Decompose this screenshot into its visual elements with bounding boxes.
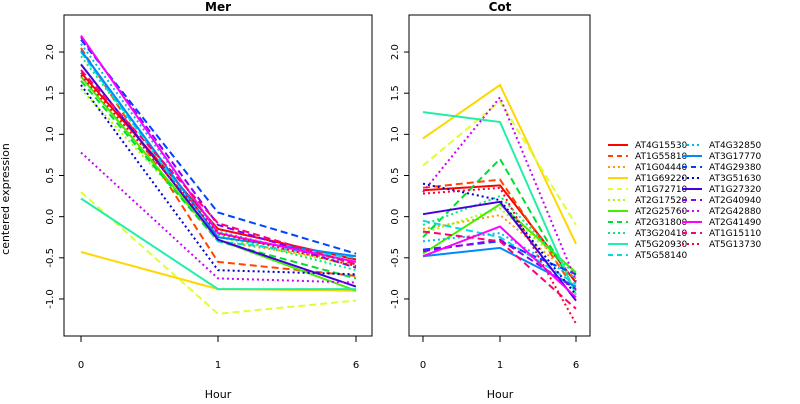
- series-line-mer-AT4G32850: [80, 43, 357, 266]
- x-tick-label-cot-6: 6: [573, 360, 579, 371]
- legend-label-AT1G04440: AT1G04440: [635, 163, 688, 173]
- series-line-mer-AT1G15110: [80, 69, 357, 266]
- panel-mer-title: Mer: [205, 0, 231, 14]
- legend-label-AT5G20930: AT5G20930: [635, 240, 688, 250]
- legend-label-AT2G40940: AT2G40940: [709, 196, 762, 206]
- legend-label-AT1G72710: AT1G72710: [635, 185, 688, 195]
- series-line-cot-AT1G27320: [422, 200, 577, 302]
- legend-label-AT1G15110: AT1G15110: [709, 229, 762, 239]
- legend-label-AT5G13730: AT5G13730: [709, 240, 762, 250]
- series-line-mer-AT4G29380: [80, 39, 357, 255]
- panel-cot-series-layer: [422, 83, 577, 325]
- series-line-cot-AT3G51630: [422, 182, 577, 296]
- y-tick-label-mer-1.0: 1.0: [45, 126, 56, 142]
- y-tick-label-mer-1.5: 1.5: [45, 85, 56, 101]
- series-line-mer-AT2G42880: [80, 151, 357, 284]
- y-tick-label-cot-0.0: 0.0: [390, 209, 401, 225]
- series-line-mer-AT5G20930: [80, 197, 356, 291]
- series-line-mer-AT3G51630: [80, 84, 357, 276]
- series-line-cot-AT2G41490: [422, 225, 577, 299]
- series-line-mer-AT2G41490: [80, 35, 357, 263]
- x-tick-label-mer-0: 0: [78, 360, 84, 371]
- series-line-cot-AT3G20410: [422, 194, 577, 277]
- legend-label-AT3G51630: AT3G51630: [709, 174, 762, 184]
- y-tick-label-cot--0.5: -0.5: [390, 248, 401, 268]
- legend-label-AT1G69220: AT1G69220: [635, 174, 688, 184]
- legend-label-AT2G41490: AT2G41490: [709, 218, 762, 228]
- panel-mer-frame: [63, 14, 373, 337]
- series-line-mer-AT1G27320: [80, 63, 357, 288]
- legend-label-AT1G55810: AT1G55810: [635, 152, 688, 162]
- legend-label-AT4G32850: AT4G32850: [709, 141, 762, 151]
- y-tick-label-mer-2.0: 2.0: [45, 44, 56, 60]
- y-tick-label-cot-2.0: 2.0: [390, 44, 401, 60]
- legend-label-AT5G58140: AT5G58140: [635, 251, 688, 261]
- legend-label-AT3G20410: AT3G20410: [635, 229, 688, 239]
- panel-cot-x-axis-label: Hour: [487, 388, 514, 400]
- series-line-cot-AT2G31800: [422, 157, 577, 292]
- panel-mer: Mer Hour -1.0 -0.5 0.0 0.5 1.0 1.5 2.0 0 1 6: [45, 0, 373, 401]
- panel-cot-axes: -1.0 -0.5 0.0 0.5 1.0 1.5 2.0 0 1 6: [390, 44, 579, 371]
- legend-label-AT2G42880: AT2G42880: [709, 207, 762, 217]
- series-line-cot-AT1G15110: [422, 230, 577, 310]
- panel-mer-axes: -1.0 -0.5 0.0 0.5 1.0 1.5 2.0 0 1 6: [45, 44, 359, 371]
- y-tick-label-cot-0.5: 0.5: [390, 168, 401, 184]
- series-line-mer-AT1G72710: [80, 191, 357, 315]
- legend-label-AT1G27320: AT1G27320: [709, 185, 762, 195]
- y-axis-label: centered expression: [0, 143, 12, 255]
- legend-label-AT2G25760: AT2G25760: [635, 207, 688, 217]
- series-line-cot-AT5G20930: [422, 111, 577, 296]
- x-tick-label-mer-6: 6: [353, 360, 359, 371]
- panel-cot: Cot Hour -1.0 -0.5 0.0 0.5 1.0 1.5 2.0 0 1 6: [390, 0, 591, 401]
- panel-mer-x-axis-label: Hour: [205, 388, 232, 400]
- y-tick-label-mer-0.5: 0.5: [45, 168, 56, 184]
- y-tick-label-cot-1.0: 1.0: [390, 126, 401, 142]
- y-tick-label-cot-1.5: 1.5: [390, 85, 401, 101]
- x-tick-label-cot-1: 1: [497, 360, 503, 371]
- legend-label-AT2G17520: AT2G17520: [635, 196, 688, 206]
- y-tick-label-mer--0.5: -0.5: [45, 248, 56, 268]
- y-tick-label-cot--1.0: -1.0: [390, 289, 401, 309]
- legend-label-AT4G29380: AT4G29380: [709, 163, 762, 173]
- legend-label-AT2G31800: AT2G31800: [635, 218, 688, 228]
- series-line-cot-AT2G42880: [422, 95, 577, 282]
- series-line-cot-AT1G69220: [422, 83, 577, 245]
- legend: AT4G15530AT1G55810AT1G04440AT1G69220AT1G…: [608, 141, 762, 261]
- y-tick-label-mer-0.0: 0.0: [45, 209, 56, 225]
- series-line-mer-AT5G58140: [80, 51, 357, 259]
- series-line-cot-AT2G25760: [422, 203, 577, 274]
- series-line-cot-AT1G55810: [422, 178, 577, 292]
- panel-mer-series-layer: [80, 35, 357, 315]
- series-line-cot-AT1G04440: [422, 213, 577, 280]
- legend-label-AT3G17770: AT3G17770: [709, 152, 762, 162]
- panel-cot-title: Cot: [489, 0, 512, 14]
- x-tick-label-mer-1: 1: [215, 360, 221, 371]
- series-line-cot-AT5G13730: [422, 186, 577, 325]
- x-tick-label-cot-0: 0: [420, 360, 426, 371]
- series-line-cot-AT2G17520: [422, 207, 577, 276]
- legend-label-AT4G15530: AT4G15530: [635, 141, 688, 151]
- series-line-cot-AT1G72710: [422, 99, 577, 226]
- y-tick-label-mer--1.0: -1.0: [45, 289, 56, 309]
